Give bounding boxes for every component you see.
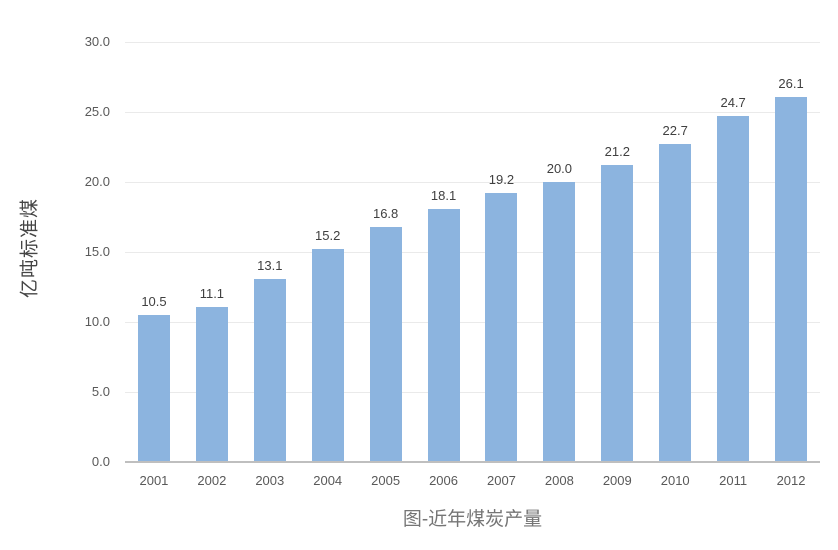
gridline: [125, 182, 820, 183]
bar-value-label: 20.0: [546, 161, 573, 176]
bar-value-label: 10.5: [141, 294, 167, 309]
bar-value-label: 13.1: [257, 257, 283, 273]
bar-2005: [369, 226, 402, 462]
bar-value-label: 22.7: [662, 123, 688, 139]
gridline: [125, 112, 820, 113]
y-tick-label: 15.0: [84, 244, 110, 259]
x-tick-label: 2009: [602, 473, 632, 488]
x-tick-label: 2010: [660, 473, 690, 488]
y-tick-label: 10.0: [84, 314, 110, 329]
y-tick-label: 20.0: [84, 174, 110, 189]
bar-value-label: 18.1: [430, 187, 457, 203]
gridline: [125, 392, 820, 393]
bar-2008: [543, 182, 576, 462]
bar-2001: [137, 315, 170, 462]
bar-2012: [775, 96, 808, 462]
x-tick-label: 2011: [719, 473, 748, 488]
bar-2006: [427, 208, 460, 462]
y-tick-label: 30.0: [84, 34, 110, 49]
bar-2007: [485, 193, 518, 462]
y-tick-label: 5.0: [91, 384, 110, 399]
x-tick-label: 2001: [139, 473, 169, 488]
x-tick-label: 2007: [486, 473, 516, 488]
x-tick-label: 2003: [255, 473, 285, 488]
bar-2003: [253, 278, 286, 462]
y-tick-label: 25.0: [84, 104, 110, 119]
bar-2009: [601, 165, 634, 462]
gridline: [125, 42, 820, 43]
bar-2010: [659, 144, 692, 462]
x-axis-line: [125, 461, 820, 463]
gridline: [125, 252, 820, 253]
x-tick-label: 2006: [429, 473, 458, 488]
x-tick-label: 2012: [776, 473, 806, 488]
bar-value-label: 26.1: [778, 75, 804, 91]
y-tick-label: 0.0: [91, 454, 110, 469]
bar-value-label: 16.8: [372, 205, 399, 221]
bar-value-label: 19.2: [488, 172, 515, 188]
x-tick-label: 2002: [197, 473, 227, 488]
bar-value-label: 21.2: [604, 144, 630, 160]
gridline: [125, 322, 820, 323]
x-tick-label: 2008: [544, 473, 574, 488]
chart-title: 图-近年煤炭产量: [402, 509, 543, 530]
bar-2011: [717, 116, 750, 462]
bar-value-label: 15.2: [315, 228, 341, 244]
x-tick-label: 2004: [313, 473, 343, 488]
bar-2002: [195, 306, 228, 462]
plot-area: 10.5 11.1 13.1 15.2 16.8 18.1 19.2 20.0 21.2 22.7…: [125, 42, 820, 462]
x-tick-label: 2005: [371, 473, 401, 488]
bar-value-label: 24.7: [720, 95, 746, 111]
bar-2004: [311, 249, 344, 462]
y-axis-title: 亿吨标准煤: [19, 197, 41, 299]
bar-value-label: 11.1: [199, 285, 225, 301]
